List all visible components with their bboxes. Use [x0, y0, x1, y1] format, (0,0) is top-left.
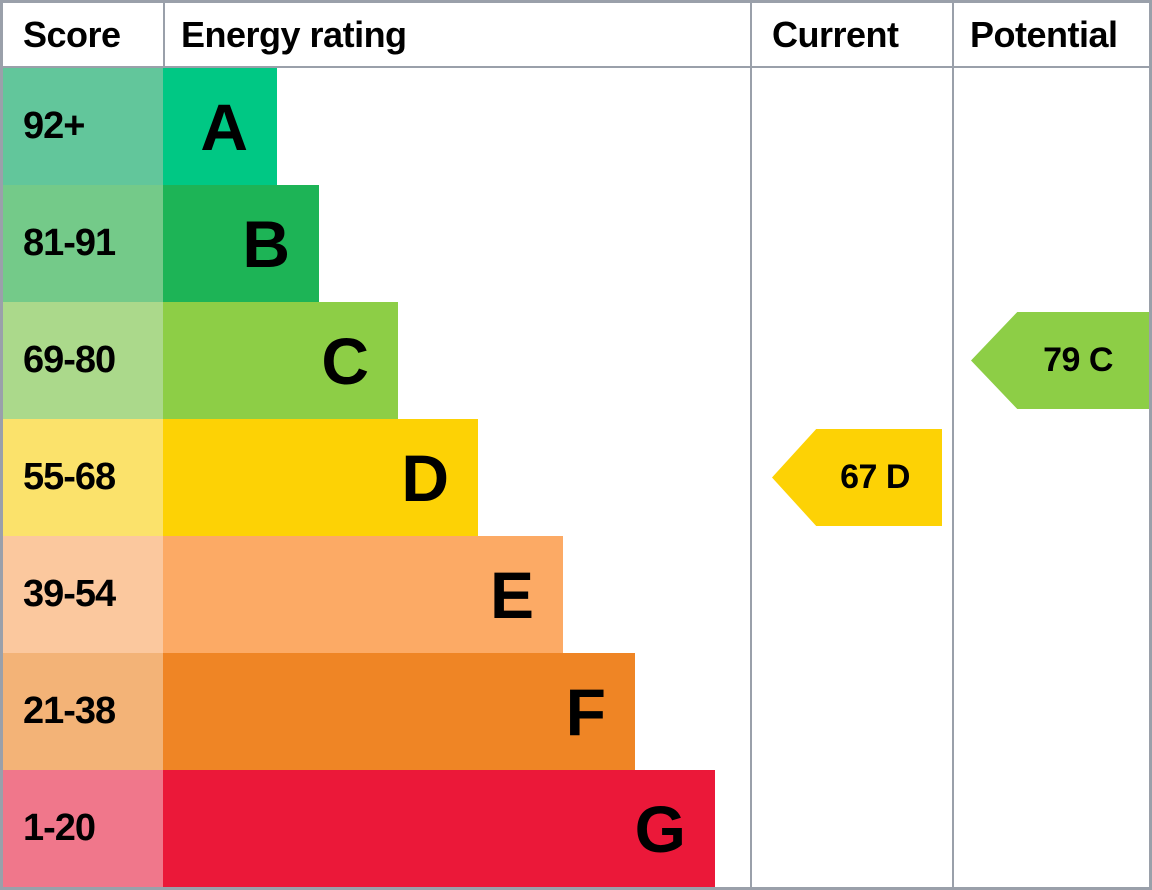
- band-bar: G: [163, 770, 715, 887]
- band-letter: G: [634, 791, 686, 866]
- potential-column-header: Potential: [952, 3, 1149, 66]
- band-bar: A: [163, 68, 277, 185]
- band-bar: E: [163, 536, 563, 653]
- band-bar: D: [163, 419, 478, 536]
- band-score-label: 69-80: [3, 302, 163, 419]
- band-letter: A: [200, 89, 248, 164]
- band-row: 55-68 D: [3, 419, 750, 536]
- band-row: 69-80 C: [3, 302, 750, 419]
- band-letter: B: [242, 206, 290, 281]
- band-row: 39-54 E: [3, 536, 750, 653]
- potential-column: 79 C: [952, 68, 1149, 887]
- band-letter: D: [401, 440, 449, 515]
- current-rating-arrow: 67 D: [772, 429, 942, 526]
- band-bar: C: [163, 302, 398, 419]
- band-bar: F: [163, 653, 635, 770]
- band-row: 92+ A: [3, 68, 750, 185]
- band-score-label: 39-54: [3, 536, 163, 653]
- band-score-label: 92+: [3, 68, 163, 185]
- band-score-label: 21-38: [3, 653, 163, 770]
- band-letter: C: [321, 323, 369, 398]
- band-row: 1-20 G: [3, 770, 750, 887]
- current-column-header: Current: [750, 3, 952, 66]
- band-row: 81-91 B: [3, 185, 750, 302]
- table-header-row: Score Energy rating Current Potential: [3, 3, 1149, 68]
- score-column-header: Score: [23, 13, 121, 55]
- band-letter: F: [565, 674, 606, 749]
- potential-rating-arrow: 79 C: [971, 312, 1149, 409]
- band-score-label: 1-20: [3, 770, 163, 887]
- band-score-label: 55-68: [3, 419, 163, 536]
- band-row: 21-38 F: [3, 653, 750, 770]
- band-bar: B: [163, 185, 319, 302]
- energy-rating-column-header: Energy rating: [163, 3, 750, 66]
- current-column: 67 D: [750, 68, 952, 887]
- chart-body: 92+ A 81-91 B 69-80 C 55-68 D 39-54 E 21…: [3, 68, 1149, 887]
- band-score-label: 81-91: [3, 185, 163, 302]
- band-letter: E: [489, 557, 534, 632]
- bands-area: 92+ A 81-91 B 69-80 C 55-68 D 39-54 E 21…: [3, 68, 750, 887]
